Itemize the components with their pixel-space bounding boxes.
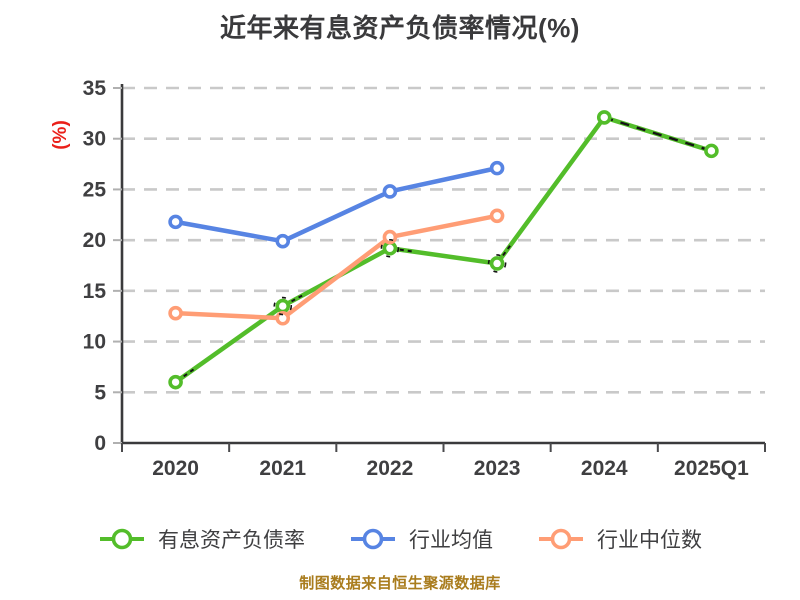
marker-artifact-arc [273, 296, 293, 316]
data-point-marker [704, 143, 719, 159]
line-artifact-dash [183, 366, 198, 378]
y-tick-label: 10 [83, 331, 106, 354]
data-point-marker [168, 374, 183, 390]
plot-area: 0 5 10 15 20 25 30 35 2020 2021 2022 2023 2024 2025Q1 [83, 77, 766, 480]
y-tick-label: 30 [83, 128, 106, 151]
legend-item-industry-median: 行业中位数 [537, 524, 702, 554]
data-point-marker [382, 240, 398, 256]
data-point-marker [382, 229, 398, 245]
series-line-2 [173, 213, 500, 321]
data-point-marker [275, 310, 291, 326]
x-tick-label: 2020 [152, 457, 199, 480]
legend-label: 行业中位数 [597, 529, 702, 552]
data-point-marker [168, 305, 183, 321]
line-artifact-dash [502, 241, 514, 257]
data-point-marker [382, 184, 398, 199]
legend-marker-green-icon [100, 528, 144, 550]
y-tick-label: 20 [83, 229, 106, 252]
forecast-dash-overlay [603, 116, 712, 153]
legend: 有息资产负债率 行业均值 行业中位数 [0, 518, 800, 560]
legend-marker-orange-icon [539, 528, 583, 550]
legend-item-industry-mean: 行业均值 [349, 524, 493, 554]
gridlines [122, 86, 765, 394]
line-artifact-dash [399, 248, 416, 253]
legend-marker-blue-icon [351, 528, 395, 550]
x-tick-label: 2022 [367, 457, 414, 480]
y-tick-label: 25 [83, 178, 107, 201]
data-point-marker [168, 214, 183, 230]
data-point-marker [275, 298, 291, 314]
data-point-marker [489, 160, 505, 176]
legend-item-company: 有息资产负债率 [98, 524, 305, 554]
axes: 0 5 10 15 20 25 30 35 2020 2021 2022 2023 2024 2025Q1 [83, 77, 766, 480]
series-line-1 [173, 165, 500, 244]
data-source-caption: 制图数据来自恒生聚源数据库 [299, 575, 501, 592]
marker-artifact-arc [487, 254, 507, 273]
y-tick-label: 15 [83, 280, 107, 303]
data-point-marker [489, 256, 505, 271]
data-point-marker [275, 233, 291, 249]
marker-artifact-arc [380, 238, 400, 258]
x-tick-label: 2021 [259, 457, 306, 480]
y-tick-label: 5 [94, 381, 106, 404]
x-tick-label: 2025Q1 [674, 457, 749, 480]
legend-label: 有息资产负债率 [158, 529, 305, 552]
chart-title: 近年来有息资产负债率情况(%) [220, 13, 580, 43]
x-tick-label: 2024 [581, 457, 628, 480]
x-tick-label: 2023 [474, 457, 521, 480]
legend-label: 行业均值 [409, 529, 493, 552]
y-tick-label: 35 [83, 77, 107, 100]
data-point-marker [596, 110, 612, 125]
y-tick-label: 0 [94, 432, 106, 455]
y-axis-label: (%) [50, 120, 71, 150]
data-point-marker [489, 208, 505, 224]
line-artifact-dash [291, 292, 307, 303]
